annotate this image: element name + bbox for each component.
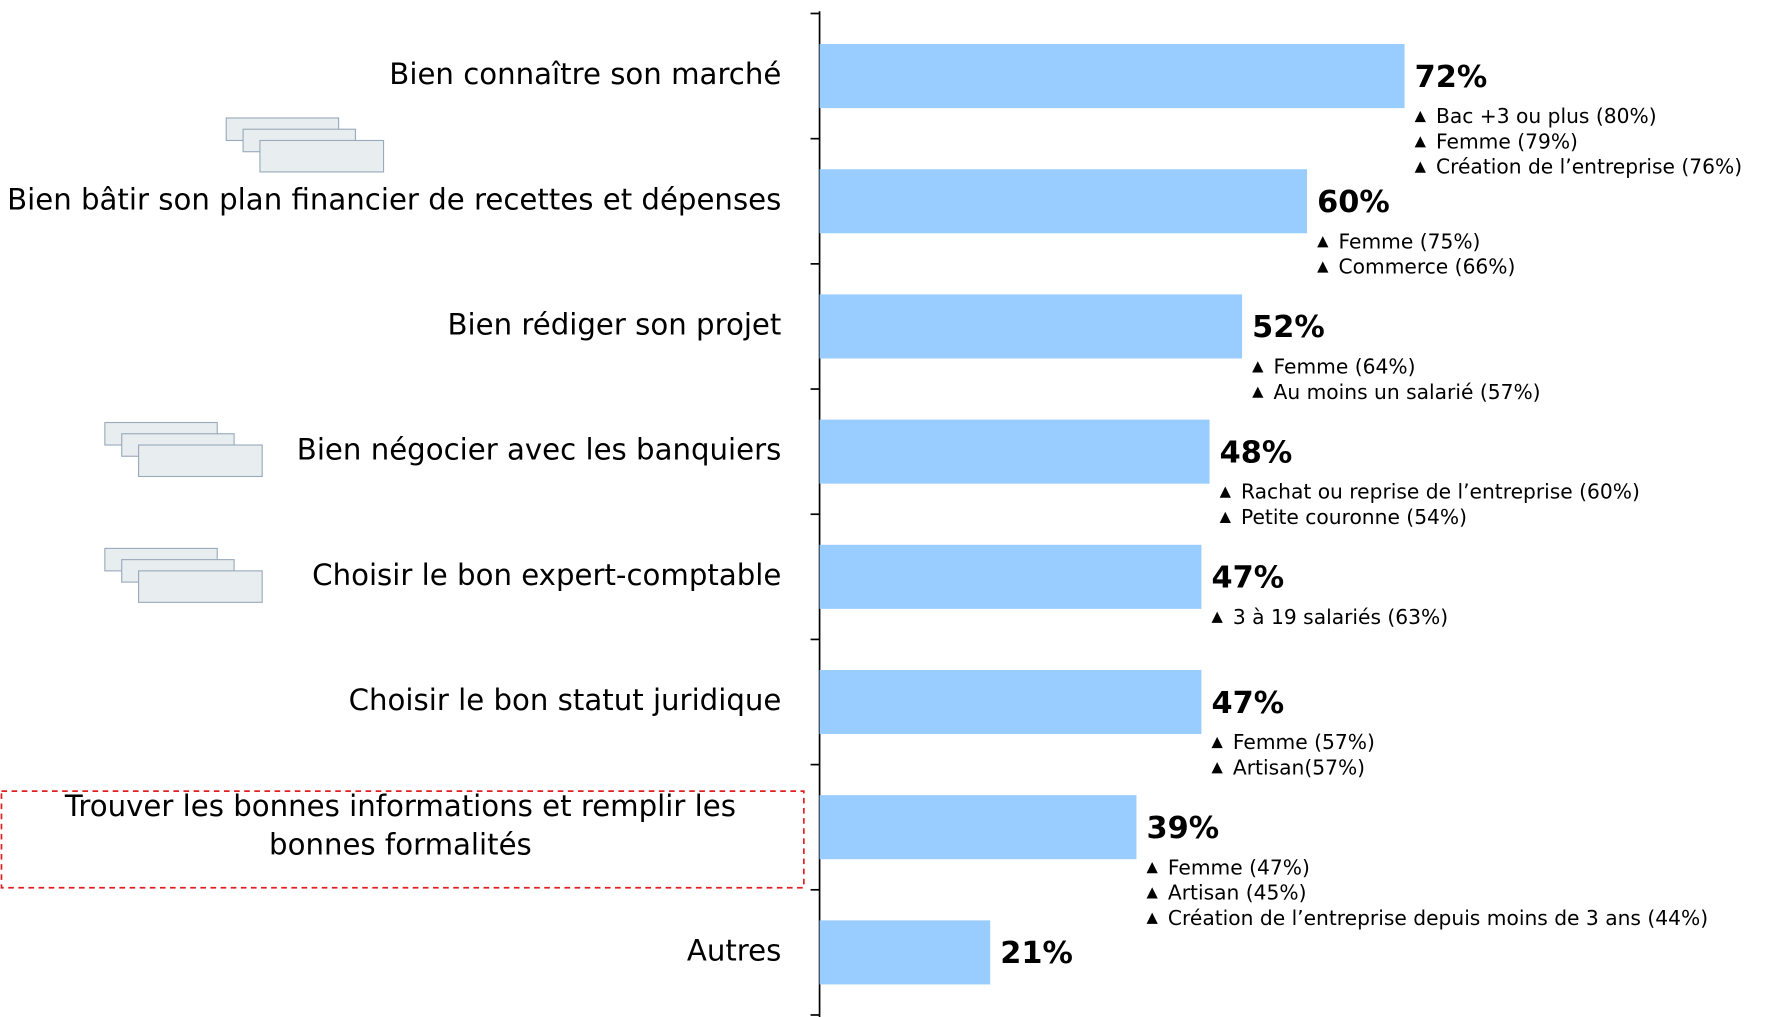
annotation: Femme (47%) bbox=[1168, 855, 1310, 879]
annotation: Artisan(57%) bbox=[1233, 755, 1365, 779]
annotation-marker bbox=[1147, 913, 1158, 924]
annotation-marker bbox=[1415, 111, 1426, 122]
annotation-marker bbox=[1212, 737, 1223, 748]
category-label: Autres bbox=[687, 933, 781, 967]
page: {"chart_data": {"type": "bar", "orientat… bbox=[0, 0, 1765, 1017]
category-label: Bien connaître son marché bbox=[389, 57, 781, 91]
value-label: 39% bbox=[1147, 811, 1220, 846]
category-label: Choisir le bon expert-comptable bbox=[312, 558, 781, 592]
annotation-marker bbox=[1220, 512, 1231, 523]
bar bbox=[820, 294, 1242, 358]
category-label: Bien rédiger son projet bbox=[448, 307, 782, 341]
annotation-marker bbox=[1252, 361, 1263, 372]
value-label: 48% bbox=[1220, 435, 1293, 470]
annotation-marker bbox=[1415, 161, 1426, 172]
value-label: 47% bbox=[1212, 561, 1285, 596]
annotation-marker bbox=[1317, 236, 1328, 247]
annotation: Femme (75%) bbox=[1339, 229, 1481, 253]
category-label: Bien négocier avec les banquiers bbox=[297, 433, 782, 467]
bar bbox=[820, 795, 1137, 859]
value-label: 21% bbox=[1000, 936, 1073, 971]
value-label: 52% bbox=[1252, 310, 1325, 345]
annotation: Bac +3 ou plus (80%) bbox=[1436, 104, 1657, 128]
bar bbox=[820, 44, 1405, 108]
annotation-marker bbox=[1252, 387, 1263, 398]
annotation: Femme (79%) bbox=[1436, 129, 1578, 153]
annotation-marker bbox=[1212, 762, 1223, 773]
annotation: 3 à 19 salariés (63%) bbox=[1233, 605, 1448, 629]
annotation-marker bbox=[1317, 261, 1328, 272]
annotation: Petite couronne (54%) bbox=[1241, 505, 1467, 529]
annotation-marker bbox=[1415, 136, 1426, 147]
bar bbox=[820, 920, 991, 984]
annotation-marker bbox=[1147, 862, 1158, 873]
value-label: 60% bbox=[1317, 185, 1390, 220]
bar bbox=[820, 670, 1202, 734]
category-label: Bien bâtir son plan financier de recette… bbox=[7, 182, 781, 216]
annotation-marker bbox=[1212, 612, 1223, 623]
annotation: Femme (64%) bbox=[1274, 355, 1416, 379]
bar bbox=[820, 169, 1307, 233]
annotation: Femme (57%) bbox=[1233, 730, 1375, 754]
annotation: Au moins un salarié (57%) bbox=[1274, 380, 1541, 404]
category-label: Trouver les bonnes informations et rempl… bbox=[64, 789, 736, 861]
bar bbox=[820, 545, 1202, 609]
annotation: Création de l’entreprise depuis moins de… bbox=[1168, 906, 1708, 930]
annotation: Commerce (66%) bbox=[1339, 255, 1516, 279]
annotation: Rachat ou reprise de l’entreprise (60%) bbox=[1241, 480, 1640, 504]
bar bbox=[820, 420, 1210, 484]
category-label: Choisir le bon statut juridique bbox=[349, 683, 782, 717]
annotation: Création de l’entreprise (76%) bbox=[1436, 155, 1742, 179]
chart: Bien connaître son marché 72% Bac +3 ou pl… bbox=[0, 0, 1765, 1017]
annotation: Artisan (45%) bbox=[1168, 881, 1307, 905]
value-label: 72% bbox=[1415, 60, 1488, 95]
annotation-marker bbox=[1147, 887, 1158, 898]
annotation-marker bbox=[1220, 486, 1231, 497]
value-label: 47% bbox=[1212, 686, 1285, 721]
